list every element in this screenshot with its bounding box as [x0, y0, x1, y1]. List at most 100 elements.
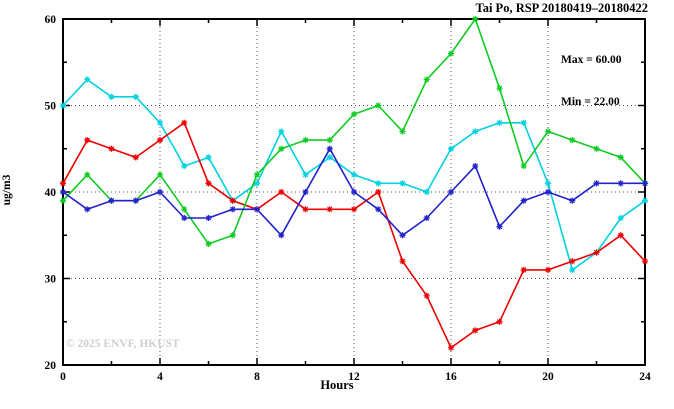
series-red-marker [375, 188, 382, 196]
series-red-marker [593, 249, 600, 256]
series-blue-marker [520, 197, 527, 204]
series-cyan-marker [302, 171, 309, 178]
series-green-marker [278, 145, 285, 152]
x-tick-label: 20 [542, 371, 554, 383]
series-blue-marker [375, 206, 382, 213]
y-tick-label: 40 [45, 187, 57, 199]
series-blue-marker [544, 188, 552, 196]
y-tick-label: 20 [45, 360, 57, 372]
series-blue-marker [59, 188, 67, 196]
series-red-marker [423, 292, 430, 299]
series-red-marker [544, 266, 552, 273]
series-cyan-marker [108, 93, 115, 100]
series-red-marker [472, 327, 479, 334]
series-cyan-marker [350, 171, 358, 178]
series-green-marker [375, 102, 382, 109]
series-blue-marker [205, 214, 212, 222]
series-green-marker [593, 145, 600, 152]
series-red-marker [302, 206, 309, 213]
series-green-marker [472, 15, 479, 23]
series-blue-marker [617, 180, 624, 187]
series-cyan-marker [326, 154, 333, 161]
series-green-marker [302, 137, 309, 144]
series-blue-marker [132, 197, 139, 204]
series-green-marker [423, 76, 430, 83]
series-green-marker [544, 128, 552, 135]
series-green-marker [350, 111, 358, 118]
series-cyan-marker [544, 180, 552, 187]
x-axis-label: Hours [320, 378, 354, 392]
series-green-marker [253, 171, 261, 178]
series-cyan-marker [205, 154, 212, 161]
watermark-text: © 2025 ENVF, HKUST [66, 338, 180, 350]
series-cyan-marker [181, 162, 188, 170]
series-red-marker [84, 137, 91, 144]
series-red-marker [326, 206, 333, 213]
series-cyan-marker [617, 214, 624, 222]
series-cyan-marker [496, 119, 503, 126]
legend-min-value: Min = 22.00 [561, 96, 620, 108]
series-red-marker [205, 180, 212, 187]
series-blue-marker [253, 206, 261, 213]
series-red-marker [496, 318, 503, 325]
series-red-marker [181, 119, 188, 126]
series-blue-marker [569, 197, 576, 204]
x-tick-label: 8 [254, 371, 260, 383]
series-blue-marker [472, 162, 479, 170]
series-cyan-marker [375, 180, 382, 187]
series-blue-marker [229, 206, 236, 213]
series-red-marker [617, 232, 624, 239]
y-tick-label: 30 [45, 274, 57, 286]
series-green-marker [229, 232, 236, 239]
series-cyan-marker [84, 76, 91, 83]
max-min-legend: Max = 60.00 Min = 22.00 [561, 25, 622, 137]
series-blue-marker [496, 223, 503, 230]
series-cyan-marker [132, 93, 139, 100]
series-red-marker [229, 197, 236, 204]
series-cyan-marker [156, 119, 164, 126]
series-blue-marker [593, 180, 600, 187]
series-green-marker [326, 137, 333, 144]
series-blue-marker [278, 232, 285, 239]
series-red-marker [350, 206, 358, 213]
series-blue-marker [302, 188, 309, 196]
series-red-marker [399, 258, 406, 265]
series-green-marker [205, 240, 212, 247]
series-red-marker [278, 188, 285, 196]
chart-title: Tai Po, RSP 20180419–20180422 [475, 1, 648, 15]
series-blue-marker [108, 197, 115, 204]
series-blue-marker [84, 206, 91, 213]
series-blue-marker [447, 188, 455, 196]
series-green-marker [59, 197, 67, 204]
series-blue-marker [156, 188, 164, 196]
y-axis-label: ug/m3 [1, 174, 13, 206]
y-tick-label: 60 [45, 14, 57, 26]
series-green-marker [399, 128, 406, 135]
series-red-marker [59, 180, 67, 187]
series-green-marker [447, 50, 455, 57]
series-green-marker [520, 162, 527, 170]
series-red-marker [156, 137, 164, 144]
series-cyan-marker [641, 197, 649, 204]
series-red-marker [520, 266, 527, 273]
series-red-marker [641, 258, 649, 265]
series-green-marker [496, 85, 503, 92]
series-red-marker [569, 258, 576, 265]
x-tick-label: 0 [60, 371, 66, 383]
series-cyan-marker [278, 128, 285, 135]
series-red-marker [108, 145, 115, 152]
series-red-marker [447, 344, 455, 351]
series-blue-marker [326, 145, 333, 152]
series-blue-marker [423, 214, 430, 222]
series-blue-marker [641, 180, 649, 187]
series-blue-marker [181, 214, 188, 222]
series-cyan-marker [253, 180, 261, 187]
series-green-marker [156, 171, 164, 178]
x-tick-label: 16 [445, 371, 457, 383]
legend-max-value: Max = 60.00 [561, 54, 622, 66]
y-tick-label: 50 [45, 101, 57, 113]
series-cyan-marker [520, 119, 527, 126]
series-blue-marker [350, 188, 358, 196]
